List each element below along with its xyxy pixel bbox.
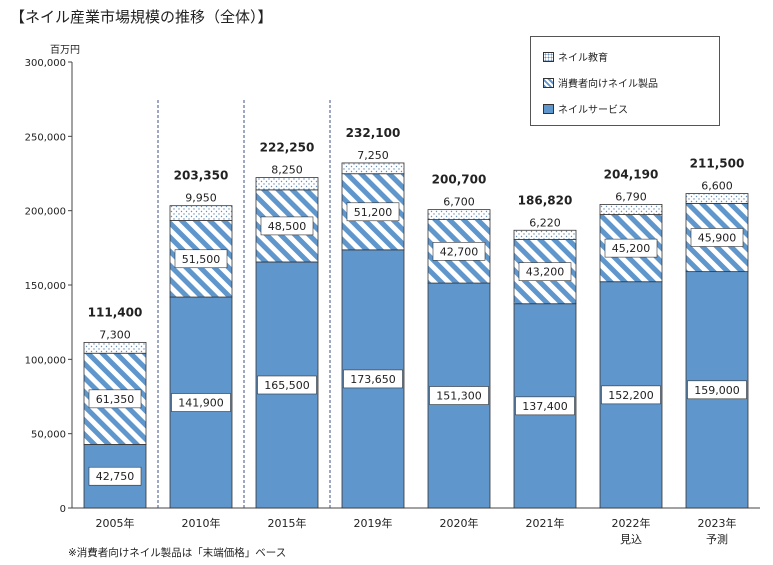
value-label-services: 42,750 [96,470,135,483]
legend-item-education: ネイル教育 [543,49,608,64]
total-label: 111,400 [88,305,143,319]
y-tick-label: 300,000 [25,58,66,69]
legend-swatch-services [543,103,554,114]
y-tick-label: 200,000 [25,207,66,218]
x-tick-sublabel: 予測 [706,532,728,546]
y-tick-label: 150,000 [25,281,66,292]
total-label: 222,250 [260,141,315,155]
value-label-box [343,369,403,389]
value-label-box [432,242,486,261]
legend-label: ネイルサービス [558,105,628,116]
x-tick-label: 2020年 [440,516,479,530]
value-label-services: 137,400 [522,400,568,413]
value-label-box [88,389,142,409]
value-label-services: 151,300 [436,390,482,403]
value-label-education: 6,790 [615,190,647,203]
x-tick-sublabel: 見込 [620,533,642,546]
value-label-products: 45,900 [698,232,737,245]
value-label-education: 9,950 [185,192,217,205]
bar-segment-education [513,229,577,240]
value-label-education: 7,250 [357,149,389,162]
y-tick-label: 100,000 [25,355,66,366]
total-label: 232,100 [346,126,401,140]
value-label-box [515,396,575,416]
footnote: ※消費者向けネイル製品は「末端価格」ベース [68,547,287,559]
value-label-box [346,202,400,222]
value-label-education: 6,220 [529,216,561,229]
value-label-box [690,228,744,247]
value-label-education: 8,250 [271,164,303,177]
legend-swatch-education [543,51,554,62]
value-label-box [601,385,661,405]
legend-label: ネイル教育 [558,53,608,64]
legend: ネイル教育 消費者向けネイル製品 ネイルサービス [530,36,720,126]
value-label-box [174,249,228,269]
value-label-services: 165,500 [264,379,310,392]
x-tick-label: 2023年 [698,516,737,530]
value-label-services: 159,000 [694,384,740,397]
y-tick-label: 0 [60,504,66,515]
y-tick-label: 50,000 [31,430,66,441]
x-tick-label: 2010年 [182,516,221,530]
bar-segment-education [341,162,405,175]
bar-segment-education [685,193,749,204]
value-label-box [171,393,231,412]
value-label-products: 45,200 [612,242,651,255]
value-label-products: 43,200 [526,266,565,279]
bar-segment-education [427,209,491,220]
legend-swatch-products [543,77,554,88]
total-label: 203,350 [174,169,229,183]
total-label: 186,820 [518,193,573,207]
x-tick-label: 2015年 [268,516,307,530]
value-label-box [604,238,658,258]
bar-segment-education [255,177,319,191]
bar-segment-education [169,205,233,221]
value-label-products: 51,500 [182,253,221,266]
value-label-education: 7,300 [99,328,131,341]
bar-segment-education [83,341,147,354]
total-label: 204,190 [604,167,659,181]
x-tick-label: 2022年 [612,516,651,530]
y-axis-unit: 百万円 [50,45,80,56]
value-label-products: 48,500 [268,220,307,233]
total-label: 211,500 [690,157,745,171]
legend-item-services: ネイルサービス [543,101,628,116]
value-label-services: 141,900 [178,397,224,410]
x-tick-label: 2019年 [354,516,393,530]
value-label-services: 152,200 [608,389,654,402]
value-label-services: 173,650 [350,373,396,386]
value-label-box [88,466,142,486]
legend-label: 消費者向けネイル製品 [558,79,658,90]
value-label-products: 61,350 [96,393,135,406]
y-tick-label: 250,000 [25,132,66,143]
value-label-box [687,380,747,400]
value-label-education: 6,600 [701,180,733,193]
value-label-products: 42,700 [440,245,479,258]
x-tick-label: 2021年 [526,516,565,530]
value-label-box [518,262,572,281]
x-tick-label: 2005年 [96,516,135,530]
value-label-box [260,216,314,236]
bar-segment-education [599,204,663,215]
value-label-products: 51,200 [354,206,393,219]
value-label-box [257,375,317,395]
value-label-education: 6,700 [443,196,475,209]
value-label-box [429,386,489,405]
legend-item-products: 消費者向けネイル製品 [543,75,658,90]
chart-title: 【ネイル産業市場規模の推移（全体）】 [10,8,273,26]
total-label: 200,700 [432,173,487,187]
